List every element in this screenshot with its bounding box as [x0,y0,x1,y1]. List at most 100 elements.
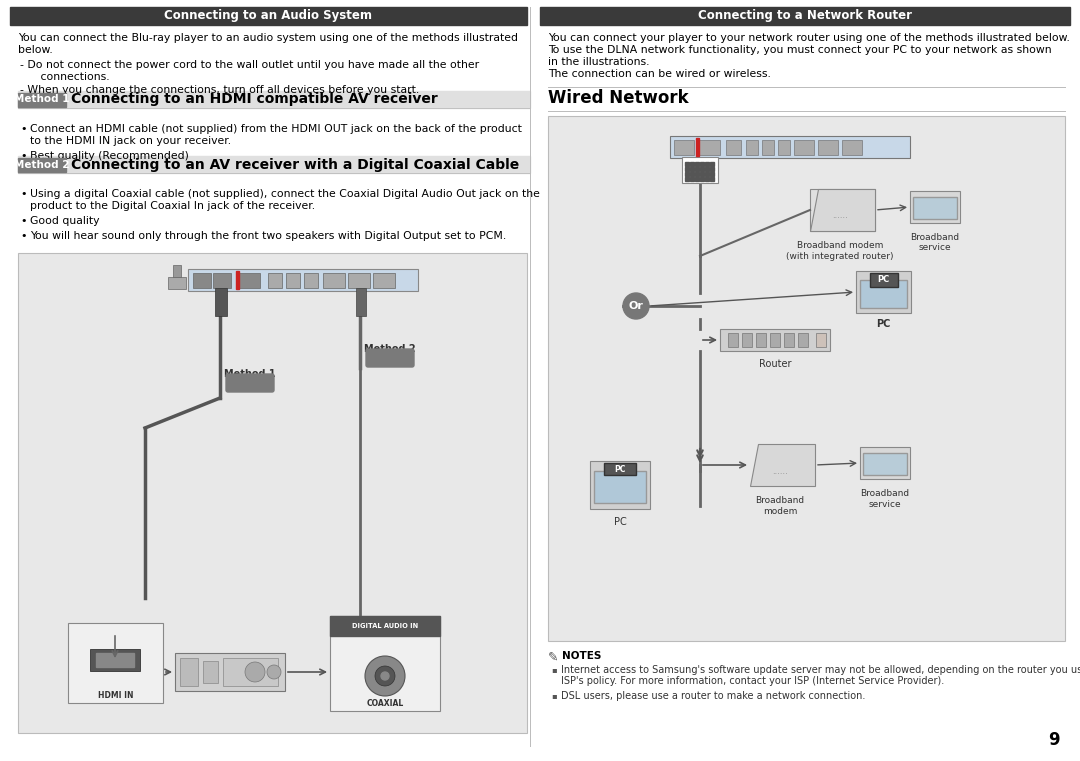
Text: You can connect your player to your network router using one of the methods illu: You can connect your player to your netw… [548,33,1070,43]
Bar [690,162,694,166]
Bar [762,140,774,155]
Circle shape [267,665,281,679]
Bar [705,162,708,166]
Text: service: service [868,500,902,509]
Bar [700,162,704,166]
Bar [167,277,186,289]
Bar [696,162,699,166]
Polygon shape [750,444,815,486]
Text: Connecting to an AV receiver with a Digital Coaxial Cable: Connecting to an AV receiver with a Digi… [71,158,519,171]
Bar [690,167,694,171]
Bar [685,162,689,166]
Bar [18,253,527,733]
Text: Method 2: Method 2 [364,344,416,354]
Text: Internet access to Samsung's software update server may not be allowed, dependin: Internet access to Samsung's software up… [561,665,1080,675]
Text: ......: ...... [772,466,788,476]
Text: modem: modem [762,507,797,516]
Bar [770,333,780,347]
Bar [235,271,239,289]
Text: •: • [21,151,27,161]
Bar [18,91,530,108]
Bar [540,7,1070,25]
Text: connections.: connections. [30,72,110,82]
Text: NOTES: NOTES [562,651,602,661]
Text: - Do not connect the power cord to the wall outlet until you have made all the o: - Do not connect the power cord to the w… [21,60,480,70]
Bar [548,116,1065,641]
Bar [681,157,718,183]
FancyBboxPatch shape [18,93,66,107]
Text: ✎: ✎ [548,651,558,664]
Bar [690,177,694,181]
Text: Audio: Audio [237,378,264,388]
Bar [604,463,636,475]
Text: You will hear sound only through the front two speakers with Digital Output set : You will hear sound only through the fro… [30,231,507,241]
Bar [705,167,708,171]
Bar [330,616,440,711]
Text: Broadband modem: Broadband modem [797,241,883,250]
Bar [173,265,180,277]
Bar [18,156,530,173]
FancyBboxPatch shape [226,374,274,392]
Text: •: • [21,216,27,226]
Text: PC: PC [877,275,890,285]
Bar [188,269,418,291]
Bar [746,140,758,155]
Bar [816,333,826,347]
Text: DSL users, please use a router to make a network connection.: DSL users, please use a router to make a… [561,691,865,701]
Circle shape [623,293,649,319]
Bar [685,177,689,181]
Bar [348,273,369,288]
Bar [180,658,198,686]
Bar [696,167,699,171]
Bar [175,653,285,691]
Bar [696,177,699,181]
FancyBboxPatch shape [366,349,414,367]
Text: ▪: ▪ [551,691,556,700]
Bar [705,172,708,176]
Bar [700,172,704,176]
Text: product to the Digital Coaxial In jack of the receiver.: product to the Digital Coaxial In jack o… [30,201,315,211]
Text: Connecting to a Network Router: Connecting to a Network Router [698,9,912,23]
Bar [685,172,689,176]
Text: Or: Or [629,301,644,311]
Text: HDMI IN: HDMI IN [98,690,133,699]
Bar [728,333,738,347]
Text: PC: PC [615,464,625,473]
Bar [330,616,440,636]
Text: Using a digital Coaxial cable (not supplied), connect the Coaxial Digital Audio : Using a digital Coaxial cable (not suppl… [30,189,540,199]
Bar [685,167,689,171]
Bar [710,172,714,176]
Text: Broadband: Broadband [910,233,959,242]
Text: Router: Router [759,359,792,369]
Bar [870,273,897,287]
Circle shape [245,662,265,682]
Text: Connecting to an Audio System: Connecting to an Audio System [164,9,372,23]
Bar [910,191,960,223]
Bar [203,661,218,683]
Text: Best quality (Recommended): Best quality (Recommended) [30,151,189,161]
Text: Wired Network: Wired Network [548,89,689,107]
FancyBboxPatch shape [18,158,66,172]
Text: Method 1: Method 1 [14,94,70,104]
Text: to the HDMI IN jack on your receiver.: to the HDMI IN jack on your receiver. [30,136,231,146]
Bar [690,172,694,176]
Bar [794,140,814,155]
Bar [778,140,789,155]
Text: Broadband: Broadband [861,489,909,498]
Bar [90,649,140,671]
Text: Broadband: Broadband [755,496,805,505]
Text: PC: PC [876,319,891,329]
Bar [96,653,134,667]
Text: The connection can be wired or wireless.: The connection can be wired or wireless. [548,69,771,79]
Bar [710,162,714,166]
Text: DIGITAL AUDIO IN: DIGITAL AUDIO IN [352,623,418,629]
Bar [68,623,163,703]
Text: Connecting to an HDMI compatible AV receiver: Connecting to an HDMI compatible AV rece… [71,93,437,107]
Bar [810,189,875,231]
Bar [238,273,259,288]
Bar [215,288,227,316]
Circle shape [381,672,389,680]
Bar [268,273,282,288]
Text: ISP's policy. For more information, contact your ISP (Internet Service Provider): ISP's policy. For more information, cont… [561,676,944,686]
Bar [798,333,808,347]
